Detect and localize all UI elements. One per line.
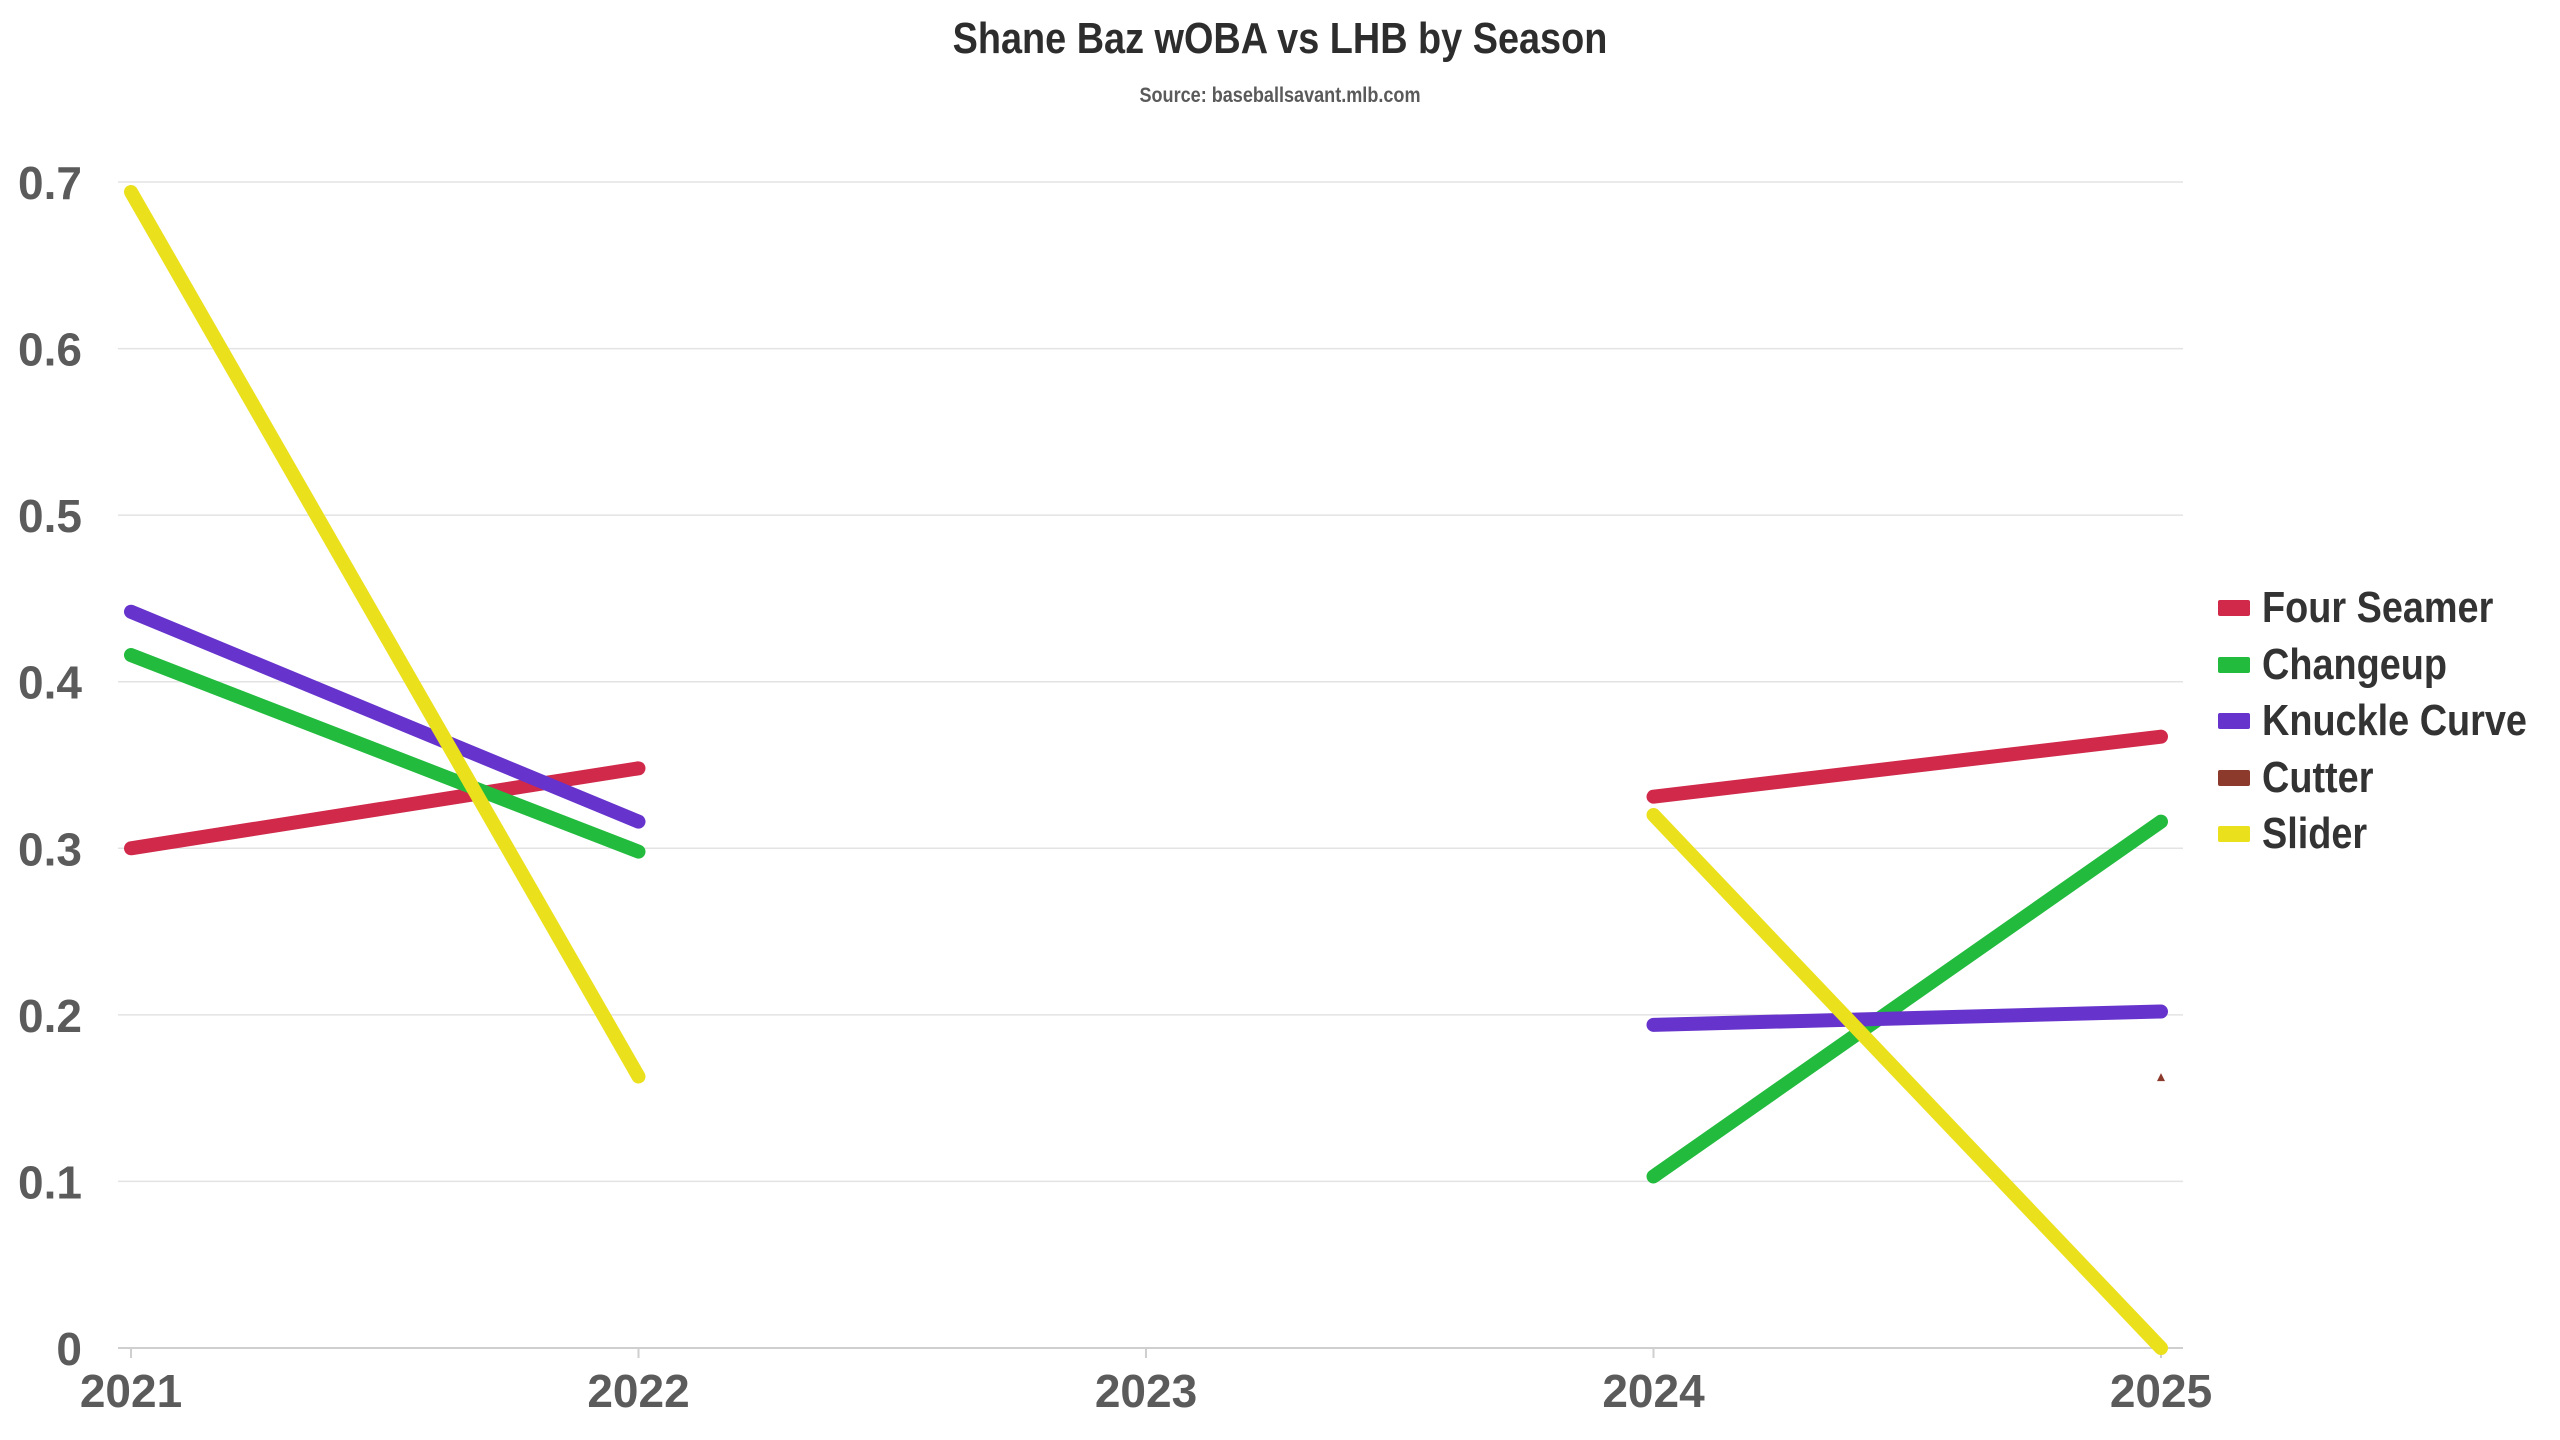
series-segment xyxy=(1646,1004,2168,1032)
legend-item: Changeup xyxy=(2218,637,2560,694)
legend-label: Knuckle Curve xyxy=(2262,696,2527,746)
legend-item: Cutter xyxy=(2218,750,2560,807)
y-tick-label: 0.4 xyxy=(18,657,82,709)
legend-swatch xyxy=(2218,656,2250,673)
series-cutter xyxy=(2157,1073,2165,1082)
series-segment xyxy=(124,604,646,829)
series-slider xyxy=(124,184,2168,1355)
legend-swatch xyxy=(2218,713,2250,730)
series-segment xyxy=(124,184,646,1084)
legend-item: Slider xyxy=(2218,806,2560,863)
legend-label: Cutter xyxy=(2262,752,2374,802)
legend-swatch xyxy=(2218,600,2250,617)
legend: Four Seamer Changeup Knuckle Curve Cutter Sl… xyxy=(2218,580,2560,863)
legend-label: Slider xyxy=(2262,809,2368,859)
chart-subtitle: Source: baseballsavant.mlb.com xyxy=(1139,84,1421,107)
legend-swatch xyxy=(2218,769,2250,786)
x-tick-label: 2023 xyxy=(1095,1365,1197,1417)
x-tick-label: 2024 xyxy=(1602,1365,1705,1417)
series-segment xyxy=(1646,814,2168,1184)
series-segment xyxy=(124,648,646,859)
x-tick-label: 2022 xyxy=(587,1365,689,1417)
series-knuckle-curve xyxy=(124,604,2168,1032)
y-tick-label: 0 xyxy=(56,1323,82,1375)
x-tick-label: 2021 xyxy=(80,1365,182,1417)
series-changeup xyxy=(124,648,2168,1184)
y-tick-label: 0.5 xyxy=(18,490,82,542)
series-segment xyxy=(1646,807,2168,1355)
chart-title: Shane Baz wOBA vs LHB by Season xyxy=(952,14,1608,63)
legend-swatch xyxy=(2218,826,2250,843)
y-tick-label: 0.1 xyxy=(18,1156,82,1208)
series-four-seamer xyxy=(124,729,2168,856)
y-tick-label: 0.6 xyxy=(18,324,82,376)
y-tick-label: 0.3 xyxy=(18,823,82,875)
y-tick-label: 0.7 xyxy=(18,157,82,209)
legend-item: Knuckle Curve xyxy=(2218,693,2560,750)
legend-label: Four Seamer xyxy=(2262,583,2494,633)
x-tick-label: 2025 xyxy=(2110,1365,2212,1417)
legend-label: Changeup xyxy=(2262,639,2447,689)
y-tick-label: 0.2 xyxy=(18,990,82,1042)
series-segment xyxy=(124,761,646,856)
series-segment xyxy=(1646,729,2168,804)
data-point xyxy=(2157,1073,2165,1082)
legend-item: Four Seamer xyxy=(2218,580,2560,637)
